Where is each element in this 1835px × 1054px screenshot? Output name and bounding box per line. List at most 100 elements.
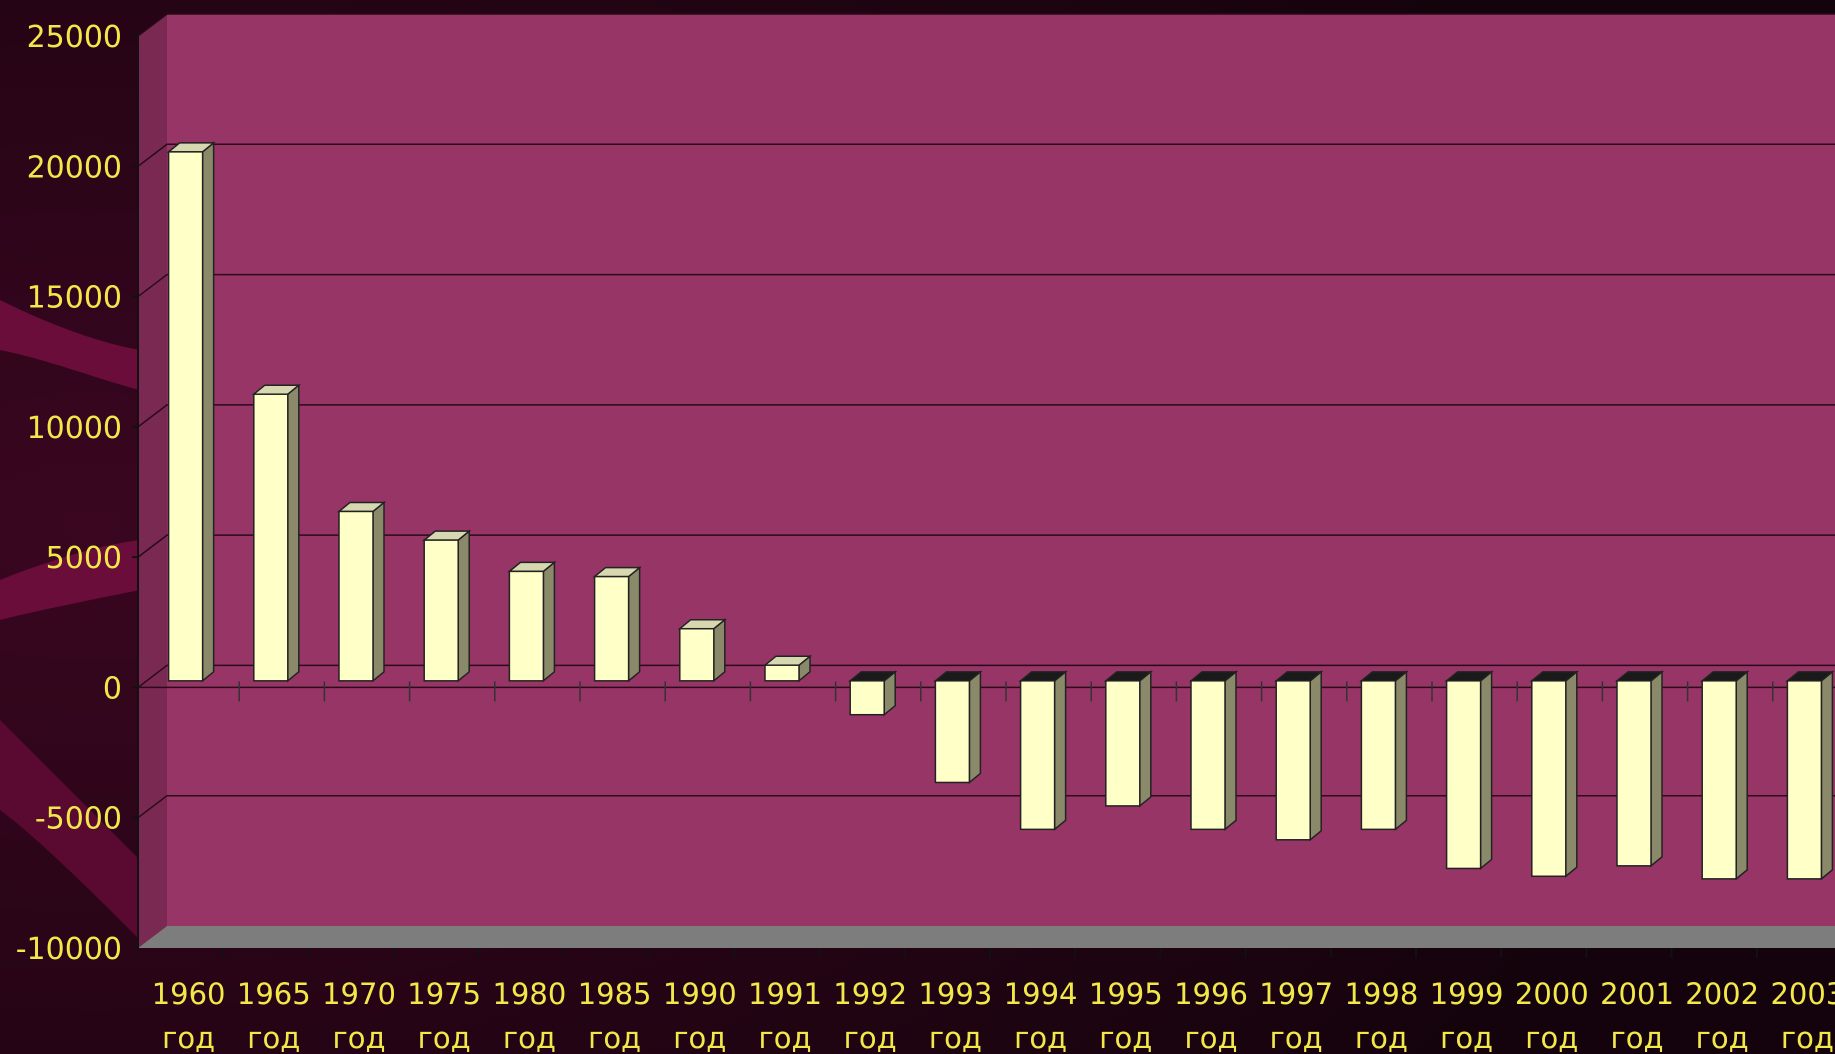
x-tick-label-unit: год	[1099, 1021, 1152, 1054]
bar-side	[1394, 670, 1408, 831]
x-tick-label-unit: год	[929, 1021, 982, 1054]
bar-front	[1616, 680, 1652, 867]
bar-side	[372, 500, 385, 683]
x-tick-label-year: 1996	[1174, 977, 1248, 1011]
y-tick-label: 0	[103, 671, 122, 706]
bar-side	[1650, 670, 1663, 868]
x-tick-label-year: 1991	[748, 977, 822, 1011]
bar	[1700, 670, 1750, 881]
bar-side	[1565, 670, 1578, 878]
bar-front	[1190, 680, 1226, 831]
bar-front	[1701, 680, 1737, 880]
gridline	[137, 534, 1835, 558]
x-tick-label-year: 1995	[1089, 977, 1163, 1011]
bar-side	[713, 618, 726, 683]
bar	[1785, 670, 1835, 881]
bar	[1103, 670, 1153, 808]
x-tick-label-unit: год	[247, 1021, 300, 1054]
y-tick-label: 10000	[27, 411, 122, 446]
bar	[166, 141, 216, 683]
y-tick-label: 15000	[27, 281, 122, 316]
x-tick-label-unit: год	[1440, 1021, 1493, 1054]
side-wall	[138, 14, 167, 948]
bar-side	[1053, 670, 1067, 831]
bar-front	[1360, 680, 1397, 831]
bar-side	[542, 560, 556, 683]
y-tick-label: -5000	[35, 802, 122, 837]
bar	[1444, 670, 1494, 871]
bar	[1359, 670, 1409, 831]
x-tick-label-unit: год	[758, 1021, 811, 1054]
bar	[762, 654, 813, 683]
x-tick-label-year: 1985	[578, 977, 652, 1011]
bar-front	[1275, 680, 1311, 841]
x-tick-label-year: 1993	[918, 977, 992, 1011]
bar-side	[457, 529, 470, 683]
background-swoosh-bottom	[0, 720, 140, 940]
x-tick-label-year: 1994	[1004, 977, 1078, 1011]
x-tick-label-unit: год	[1355, 1021, 1408, 1054]
plot-area	[138, 14, 1835, 948]
x-tick-label-unit: год	[844, 1021, 897, 1054]
bar-side	[1735, 670, 1748, 881]
background-swoosh-mid	[0, 540, 140, 620]
y-axis: 25000 20000 15000 10000 5000 0 -5000 -10000	[16, 13, 1835, 967]
bar-front	[167, 151, 204, 682]
y-tick-label: 25000	[27, 20, 122, 55]
x-tick-label-unit: год	[162, 1021, 215, 1054]
x-tick-label-year: 2003	[1770, 977, 1835, 1011]
background-swoosh-top	[0, 300, 140, 390]
bar	[336, 500, 387, 683]
bar-front	[764, 664, 800, 682]
gridline	[137, 664, 1835, 689]
gridline	[137, 143, 1835, 167]
x-tick-label-unit: год	[673, 1021, 726, 1054]
bar	[592, 566, 642, 683]
x-tick-label-year: 1990	[663, 977, 737, 1011]
plot-floor	[138, 926, 1835, 948]
bar	[1614, 670, 1665, 868]
bar-front	[423, 539, 459, 682]
bar	[848, 670, 898, 717]
bar	[1188, 670, 1239, 831]
x-tick-label-year: 2002	[1685, 977, 1759, 1011]
bar-front	[1105, 680, 1141, 807]
bar-side	[1820, 670, 1834, 881]
bar-side	[1224, 670, 1237, 831]
bar	[507, 560, 557, 683]
bar	[1018, 670, 1068, 831]
bar-side	[1479, 670, 1493, 871]
x-tick-label-year: 1999	[1430, 977, 1504, 1011]
bars	[166, 141, 1835, 881]
x-tick-label-unit: год	[332, 1021, 385, 1054]
gridline	[137, 13, 1835, 37]
x-tick-label-unit: год	[1696, 1021, 1749, 1054]
bar-front	[934, 680, 971, 784]
x-tick-label-unit: год	[1781, 1021, 1834, 1054]
x-tick-label-unit: год	[588, 1021, 641, 1054]
bar	[251, 383, 301, 683]
bar-front	[593, 575, 630, 682]
x-tick-label-year: 1975	[407, 977, 481, 1011]
bar-side	[1139, 670, 1152, 808]
gridline	[137, 273, 1835, 298]
x-tick-label-year: 2000	[1515, 977, 1589, 1011]
x-tick-label-unit: год	[418, 1021, 471, 1054]
x-tick-label-year: 2001	[1600, 977, 1674, 1011]
plot-wall	[167, 14, 1835, 926]
gridline	[137, 404, 1835, 428]
x-tick-label-unit: год	[1525, 1021, 1578, 1054]
bar-side	[201, 141, 215, 683]
x-tick-label-year: 1970	[322, 977, 396, 1011]
bar	[1274, 670, 1324, 842]
bar-front	[338, 510, 374, 682]
x-tick-label-year: 1998	[1344, 977, 1418, 1011]
bar-front	[1019, 680, 1056, 831]
bar-front	[849, 680, 885, 716]
x-tick-label-year: 1960	[152, 977, 226, 1011]
y-tick-label: -10000	[16, 932, 122, 967]
bar-front	[253, 393, 289, 682]
bar	[422, 529, 472, 683]
x-tick-label-unit: год	[1270, 1021, 1323, 1054]
